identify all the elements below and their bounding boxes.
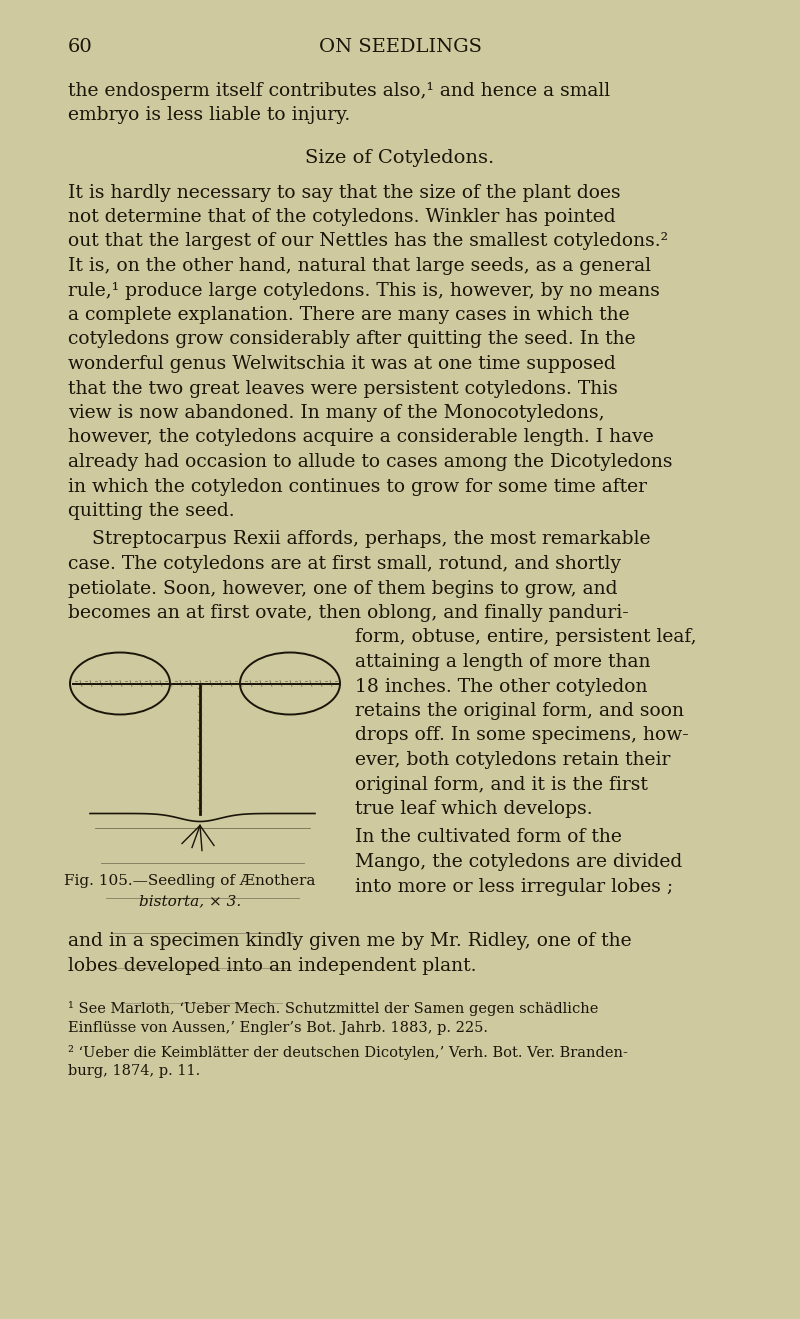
Text: retains the original form, and soon: retains the original form, and soon (355, 702, 684, 720)
Text: into more or less irregular lobes ;: into more or less irregular lobes ; (355, 877, 673, 896)
Text: not determine that of the cotyledons. Winkler has pointed: not determine that of the cotyledons. Wi… (68, 208, 616, 226)
Text: In the cultivated form of the: In the cultivated form of the (355, 828, 622, 847)
Text: attaining a length of more than: attaining a length of more than (355, 653, 650, 671)
Text: Mango, the cotyledons are divided: Mango, the cotyledons are divided (355, 853, 682, 871)
Text: view is now abandoned. In many of the Monocotyledons,: view is now abandoned. In many of the Mo… (68, 404, 605, 422)
Text: ² ‘Ueber die Keimblätter der deutschen Dicotylen,’ Verh. Bot. Ver. Branden-: ² ‘Ueber die Keimblätter der deutschen D… (68, 1045, 628, 1059)
Text: form, obtuse, entire, persistent leaf,: form, obtuse, entire, persistent leaf, (355, 628, 697, 646)
Text: Size of Cotyledons.: Size of Cotyledons. (306, 149, 494, 168)
Text: burg, 1874, p. 11.: burg, 1874, p. 11. (68, 1064, 200, 1078)
Text: Fig. 105.—Seedling of Ænothera: Fig. 105.—Seedling of Ænothera (64, 873, 316, 888)
Text: cotyledons grow considerably after quitting the seed. In the: cotyledons grow considerably after quitt… (68, 331, 636, 348)
Text: bistorta, × 3.: bistorta, × 3. (139, 894, 241, 907)
Text: the endosperm itself contributes also,¹ and hence a small: the endosperm itself contributes also,¹ … (68, 82, 610, 100)
Text: It is hardly necessary to say that the size of the plant does: It is hardly necessary to say that the s… (68, 183, 621, 202)
Text: a complete explanation. There are many cases in which the: a complete explanation. There are many c… (68, 306, 630, 324)
Text: rule,¹ produce large cotyledons. This is, however, by no means: rule,¹ produce large cotyledons. This is… (68, 281, 660, 299)
Text: lobes developed into an independent plant.: lobes developed into an independent plan… (68, 958, 477, 975)
Text: that the two great leaves were persistent cotyledons. This: that the two great leaves were persisten… (68, 380, 618, 397)
Text: petiolate. Soon, however, one of them begins to grow, and: petiolate. Soon, however, one of them be… (68, 579, 618, 598)
Text: in which the cotyledon continues to grow for some time after: in which the cotyledon continues to grow… (68, 477, 647, 496)
Text: wonderful genus Welwitschia it was at one time supposed: wonderful genus Welwitschia it was at on… (68, 355, 616, 373)
Text: case. The cotyledons are at first small, rotund, and shortly: case. The cotyledons are at first small,… (68, 555, 621, 572)
Text: true leaf which develops.: true leaf which develops. (355, 801, 593, 818)
Text: ON SEEDLINGS: ON SEEDLINGS (318, 38, 482, 55)
Text: original form, and it is the first: original form, and it is the first (355, 776, 648, 794)
Text: and in a specimen kindly given me by Mr. Ridley, one of the: and in a specimen kindly given me by Mr.… (68, 933, 632, 951)
Text: 60: 60 (68, 38, 93, 55)
Text: out that the largest of our Nettles has the smallest cotyledons.²: out that the largest of our Nettles has … (68, 232, 668, 251)
Text: embryo is less liable to injury.: embryo is less liable to injury. (68, 107, 350, 124)
Text: already had occasion to allude to cases among the Dicotyledons: already had occasion to allude to cases … (68, 452, 673, 471)
Text: however, the cotyledons acquire a considerable length. I have: however, the cotyledons acquire a consid… (68, 429, 654, 447)
Text: 18 inches. The other cotyledon: 18 inches. The other cotyledon (355, 678, 647, 695)
Text: quitting the seed.: quitting the seed. (68, 503, 234, 520)
Text: Streptocarpus Rexii affords, perhaps, the most remarkable: Streptocarpus Rexii affords, perhaps, th… (68, 530, 650, 549)
Text: ever, both cotyledons retain their: ever, both cotyledons retain their (355, 751, 670, 769)
Text: drops off. In some specimens, how-: drops off. In some specimens, how- (355, 727, 689, 744)
Text: ¹ See Marloth, ‘Ueber Mech. Schutzmittel der Samen gegen schädliche: ¹ See Marloth, ‘Ueber Mech. Schutzmittel… (68, 1001, 598, 1017)
Text: becomes an at first ovate, then oblong, and finally panduri-: becomes an at first ovate, then oblong, … (68, 604, 629, 623)
Text: It is, on the other hand, natural that large seeds, as a general: It is, on the other hand, natural that l… (68, 257, 651, 274)
Text: Einflüsse von Aussen,’ Engler’s Bot. Jahrb. 1883, p. 225.: Einflüsse von Aussen,’ Engler’s Bot. Jah… (68, 1021, 488, 1035)
